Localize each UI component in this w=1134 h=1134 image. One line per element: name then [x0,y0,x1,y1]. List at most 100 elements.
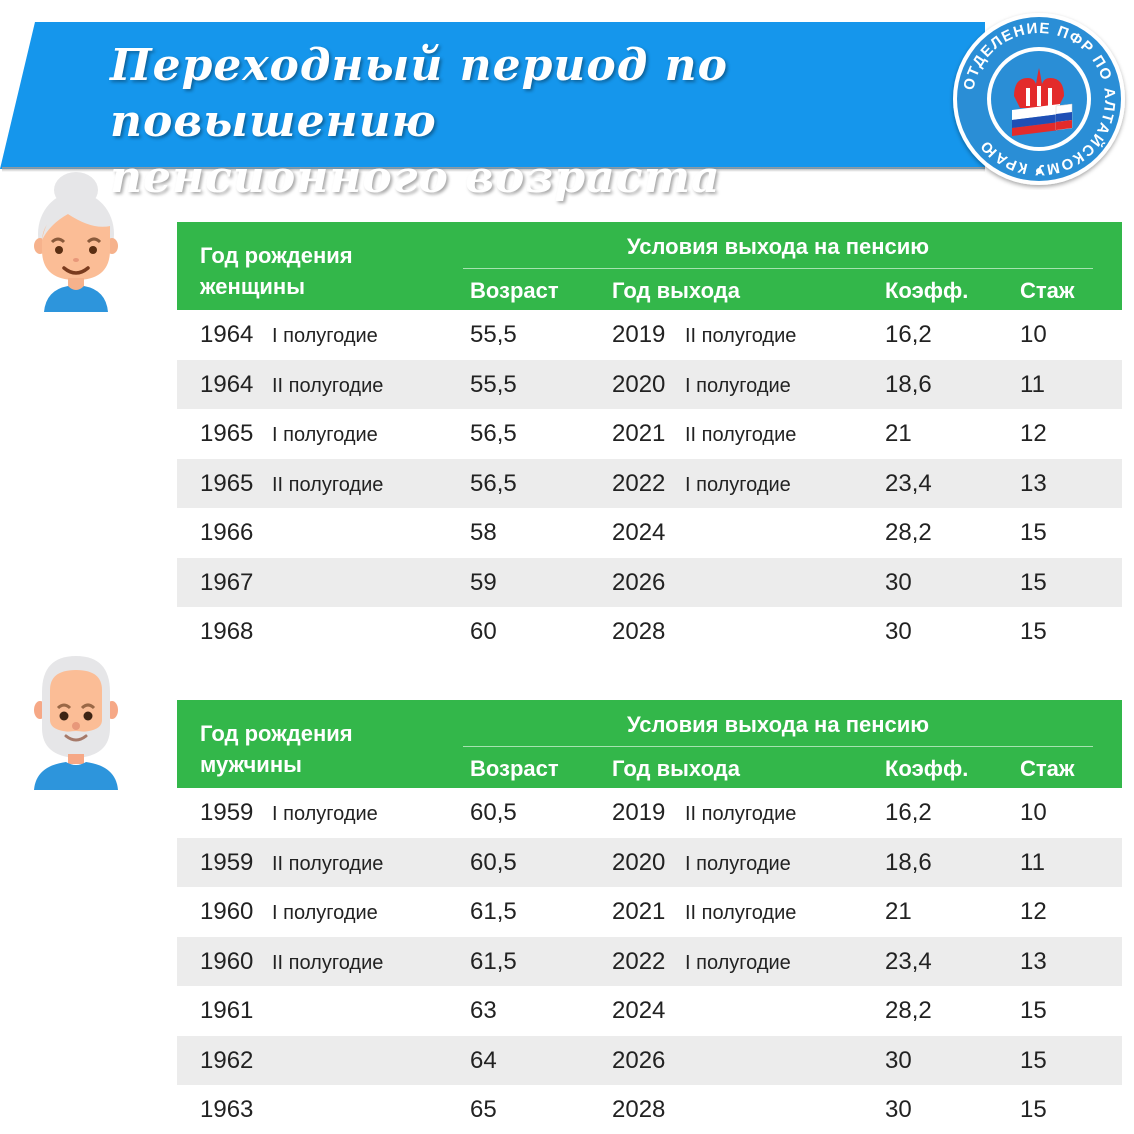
experience: 13 [1020,469,1047,497]
birth-year: 1966 [200,519,254,546]
birth-year: 1962 [200,1046,254,1074]
table-row: 1966 58 2024 28,2 15 [177,508,1122,558]
column-exit-year: Год выхода [612,278,740,303]
age: 59 [470,568,497,596]
birth-year: 1959 [200,799,254,826]
birth-header-line-1: Год рождения [200,721,353,746]
table-row: 1965 I полугодие 56,5 2021 II полугодие … [177,409,1122,459]
experience: 11 [1020,848,1045,876]
exit-year: 2020 [612,848,666,876]
exit-half: I полугодие [685,852,791,875]
elderly-man-icon [34,656,118,790]
table-body: 1964 I полугодие 55,5 2019 II полугодие … [177,310,1122,657]
coefficient: 21 [885,420,912,447]
table-row: 1964 I полугодие 55,5 2019 II полугодие … [177,310,1122,360]
birth-year: 1959 [200,848,254,876]
table-header: Год рождения женщины Условия выхода на п… [177,222,1122,310]
exit-year: 2020 [612,370,666,398]
table-row: 1964 II полугодие 55,5 2020 I полугодие … [177,359,1122,409]
table-row: 1960 II полугодие 61,5 2022 I полугодие … [177,936,1122,986]
age: 56,5 [470,420,517,447]
birth-header-line-2: женщины [200,274,305,299]
table-row: 1968 60 2028 30 15 [177,607,1122,657]
column-experience: Стаж [1020,278,1075,303]
experience: 15 [1020,1096,1047,1123]
coefficient: 23,4 [885,947,932,975]
birth-half: II полугодие [272,852,384,875]
birth-half: II полугодие [272,951,384,974]
experience: 10 [1020,321,1047,348]
exit-year: 2026 [612,1046,666,1074]
exit-half: II полугодие [685,424,797,446]
birth-year-header: Год рождения женщины [200,240,430,302]
exit-year: 2028 [612,1096,666,1123]
column-experience: Стаж [1020,756,1075,781]
page-title: Переходный период по повышению пенсионно… [110,38,950,206]
age: 65 [470,1096,497,1123]
age: 61,5 [470,898,517,925]
coefficient: 21 [885,898,912,925]
birth-year: 1965 [200,469,254,497]
age: 56,5 [470,469,517,497]
experience: 15 [1020,519,1047,546]
exit-year: 2019 [612,799,666,826]
exit-half: I полугодие [685,374,791,397]
column-coefficient: Коэфф. [885,756,969,781]
table-body: 1959 I полугодие 60,5 2019 II полугодие … [177,788,1122,1134]
age: 60,5 [470,799,517,826]
table-row: 1965 II полугодие 56,5 2022 I полугодие … [177,458,1122,508]
column-age: Возраст [470,756,559,781]
birth-year: 1964 [200,321,254,348]
exit-half: II полугодие [685,325,797,347]
exit-year: 2026 [612,568,666,596]
experience: 15 [1020,568,1047,596]
age: 55,5 [470,321,517,348]
experience: 13 [1020,947,1047,975]
column-coefficient: Коэфф. [885,278,969,303]
table-row: 1963 65 2028 30 15 [177,1085,1122,1134]
coefficient: 18,6 [885,848,932,876]
birth-year: 1967 [200,568,254,596]
age: 58 [470,519,497,546]
table-row: 1962 64 2026 30 15 [177,1035,1122,1085]
coefficient: 28,2 [885,519,932,546]
experience: 10 [1020,799,1047,826]
birth-year-header: Год рождения мужчины [200,718,430,780]
exit-year: 2021 [612,420,666,447]
coefficient: 18,6 [885,370,932,398]
exit-year: 2022 [612,469,666,497]
header-divider [463,268,1093,269]
coefficient: 30 [885,1096,912,1123]
table-header: Год рождения мужчины Условия выхода на п… [177,700,1122,788]
age: 64 [470,1046,497,1074]
coefficient: 16,2 [885,799,932,826]
experience: 12 [1020,420,1047,447]
experience: 15 [1020,618,1047,645]
age: 61,5 [470,947,517,975]
exit-year: 2024 [612,997,666,1024]
exit-year: 2021 [612,898,666,925]
column-age: Возраст [470,278,559,303]
birth-header-line-1: Год рождения [200,243,353,268]
birth-half: I полугодие [272,424,378,446]
retirement-conditions-header: Условия выхода на пенсию [626,712,930,737]
birth-year: 1965 [200,420,254,447]
birth-year: 1963 [200,1096,254,1123]
birth-header-line-2: мужчины [200,752,302,777]
exit-year: 2019 [612,321,666,348]
birth-half: II полугодие [272,374,384,397]
table-row: 1959 II полугодие 60,5 2020 I полугодие … [177,837,1122,887]
coefficient: 23,4 [885,469,932,497]
experience: 12 [1020,898,1047,925]
exit-half: I полугодие [685,951,791,974]
exit-year: 2024 [612,519,666,546]
coefficient: 28,2 [885,997,932,1024]
women-transition-table: Год рождения женщины Условия выхода на п… [177,222,1122,657]
experience: 11 [1020,370,1045,398]
elderly-woman-icon [34,172,118,312]
header-divider [463,746,1093,747]
birth-half: II полугодие [272,473,384,496]
birth-year: 1968 [200,618,254,645]
title-banner [0,22,985,169]
birth-year: 1961 [200,997,254,1024]
